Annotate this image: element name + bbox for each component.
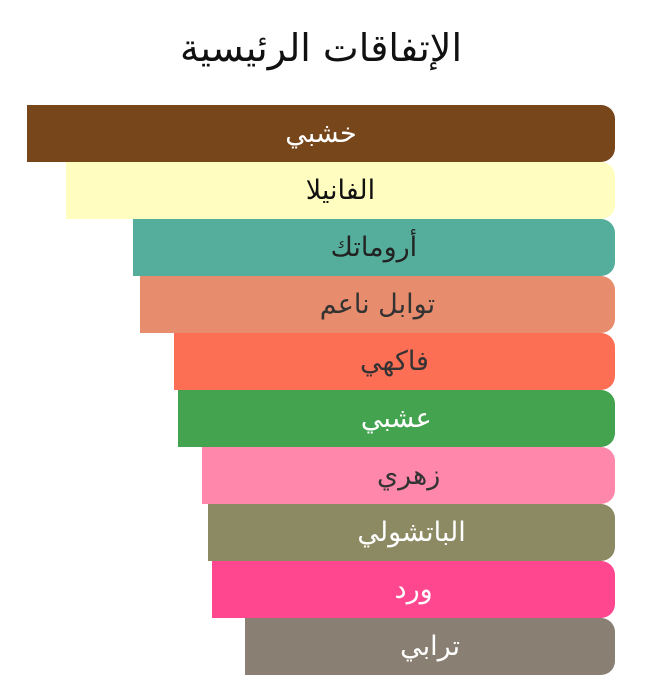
bar-label: توابل ناعم <box>319 289 436 320</box>
bar-1: الفانيلا <box>65 162 615 219</box>
bar-label: أروماتك <box>330 232 418 263</box>
bar-label: ورد <box>394 574 433 605</box>
bar-2: أروماتك <box>132 219 615 276</box>
bar-label: الفانيلا <box>305 175 376 206</box>
bar-5: عشبي <box>177 390 615 447</box>
bar-9: ترابي <box>245 618 615 675</box>
bar-label: ترابي <box>400 631 461 662</box>
bar-8: ورد <box>212 561 615 618</box>
chart-title: الإتفاقات الرئيسية <box>179 26 463 70</box>
bar-label: عشبي <box>360 403 432 434</box>
bar-label: فاكهي <box>360 346 429 377</box>
bar-7: الباتشولي <box>208 504 615 561</box>
bar-4: فاكهي <box>174 333 615 390</box>
bar-6: زهري <box>202 447 615 504</box>
bar-label: الباتشولي <box>357 517 466 548</box>
bar-0: خشبي <box>27 105 615 162</box>
bar-label: زهري <box>376 460 441 491</box>
bar-3: توابل ناعم <box>139 276 615 333</box>
bar-label: خشبي <box>285 118 357 149</box>
